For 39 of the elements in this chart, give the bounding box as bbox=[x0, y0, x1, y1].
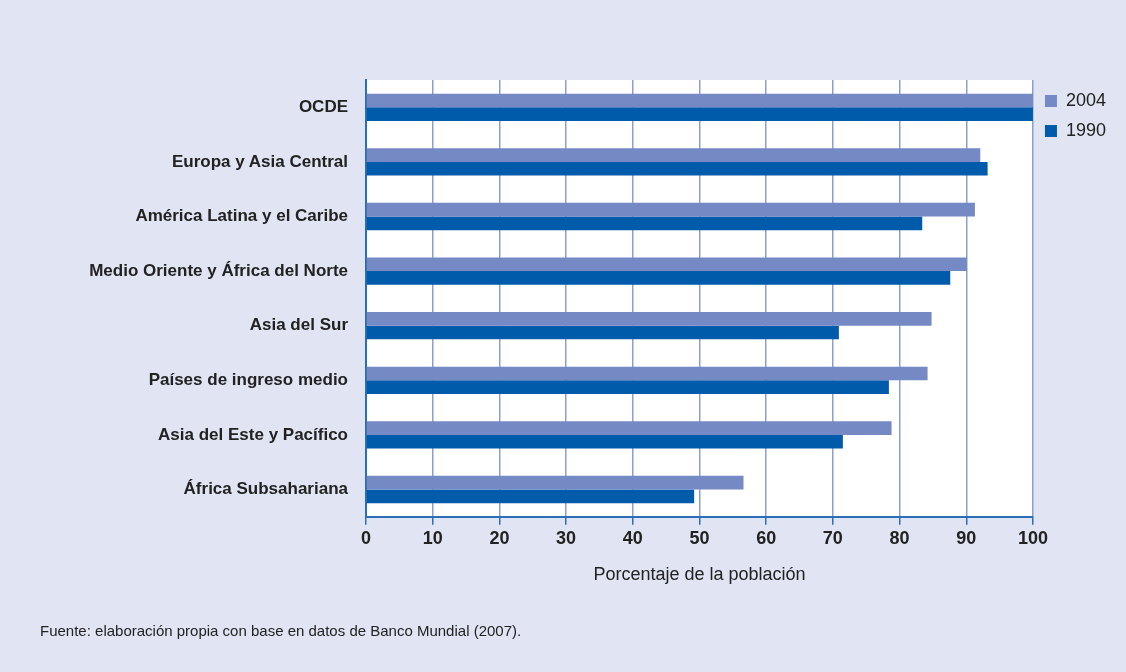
x-tick-label: 30 bbox=[556, 527, 577, 548]
bar bbox=[366, 434, 843, 449]
y-tick-label: Asia del Sur bbox=[249, 315, 349, 335]
bar bbox=[366, 271, 951, 285]
bar bbox=[366, 475, 744, 490]
y-tick-label: Países de ingreso medio bbox=[148, 369, 348, 389]
x-tick-label: 100 bbox=[1017, 527, 1048, 548]
x-tick-label: 20 bbox=[489, 527, 510, 548]
bar bbox=[366, 489, 695, 504]
x-tick-label: 90 bbox=[956, 527, 977, 548]
y-tick-label: OCDE bbox=[298, 96, 348, 116]
x-axis-title: Porcentaje de la población bbox=[593, 564, 806, 585]
bar bbox=[366, 202, 975, 217]
x-tick-label: 50 bbox=[689, 527, 710, 548]
x-tick-label: 0 bbox=[360, 527, 372, 548]
y-tick-label: África Subsahariana bbox=[183, 479, 349, 499]
x-tick-label: 80 bbox=[889, 527, 910, 548]
x-tick-label: 70 bbox=[822, 527, 843, 548]
legend-label: 1990 bbox=[1065, 119, 1106, 140]
bar bbox=[366, 366, 928, 381]
y-tick-label: Medio Oriente y África del Norte bbox=[89, 260, 348, 280]
bar bbox=[366, 148, 981, 162]
bar bbox=[366, 380, 889, 394]
x-tick-label: 60 bbox=[756, 527, 777, 548]
legend-label: 2004 bbox=[1065, 89, 1106, 110]
bar bbox=[366, 161, 988, 176]
y-tick-label: América Latina y el Caribe bbox=[135, 206, 348, 226]
bar bbox=[366, 216, 923, 231]
bar bbox=[366, 421, 892, 435]
y-tick-label: Europa y Asia Central bbox=[171, 151, 348, 171]
x-tick-label: 10 bbox=[422, 527, 443, 548]
y-tick-label: Asia del Este y Pacífico bbox=[158, 424, 348, 444]
bar bbox=[366, 257, 967, 272]
bar bbox=[366, 325, 839, 340]
bar bbox=[366, 107, 1033, 121]
x-tick-label: 40 bbox=[622, 527, 643, 548]
bar bbox=[366, 93, 1033, 108]
bar bbox=[366, 312, 932, 326]
source-note: Fuente: elaboración propia con base en datos de Banco Mundial (2007). bbox=[40, 622, 522, 639]
